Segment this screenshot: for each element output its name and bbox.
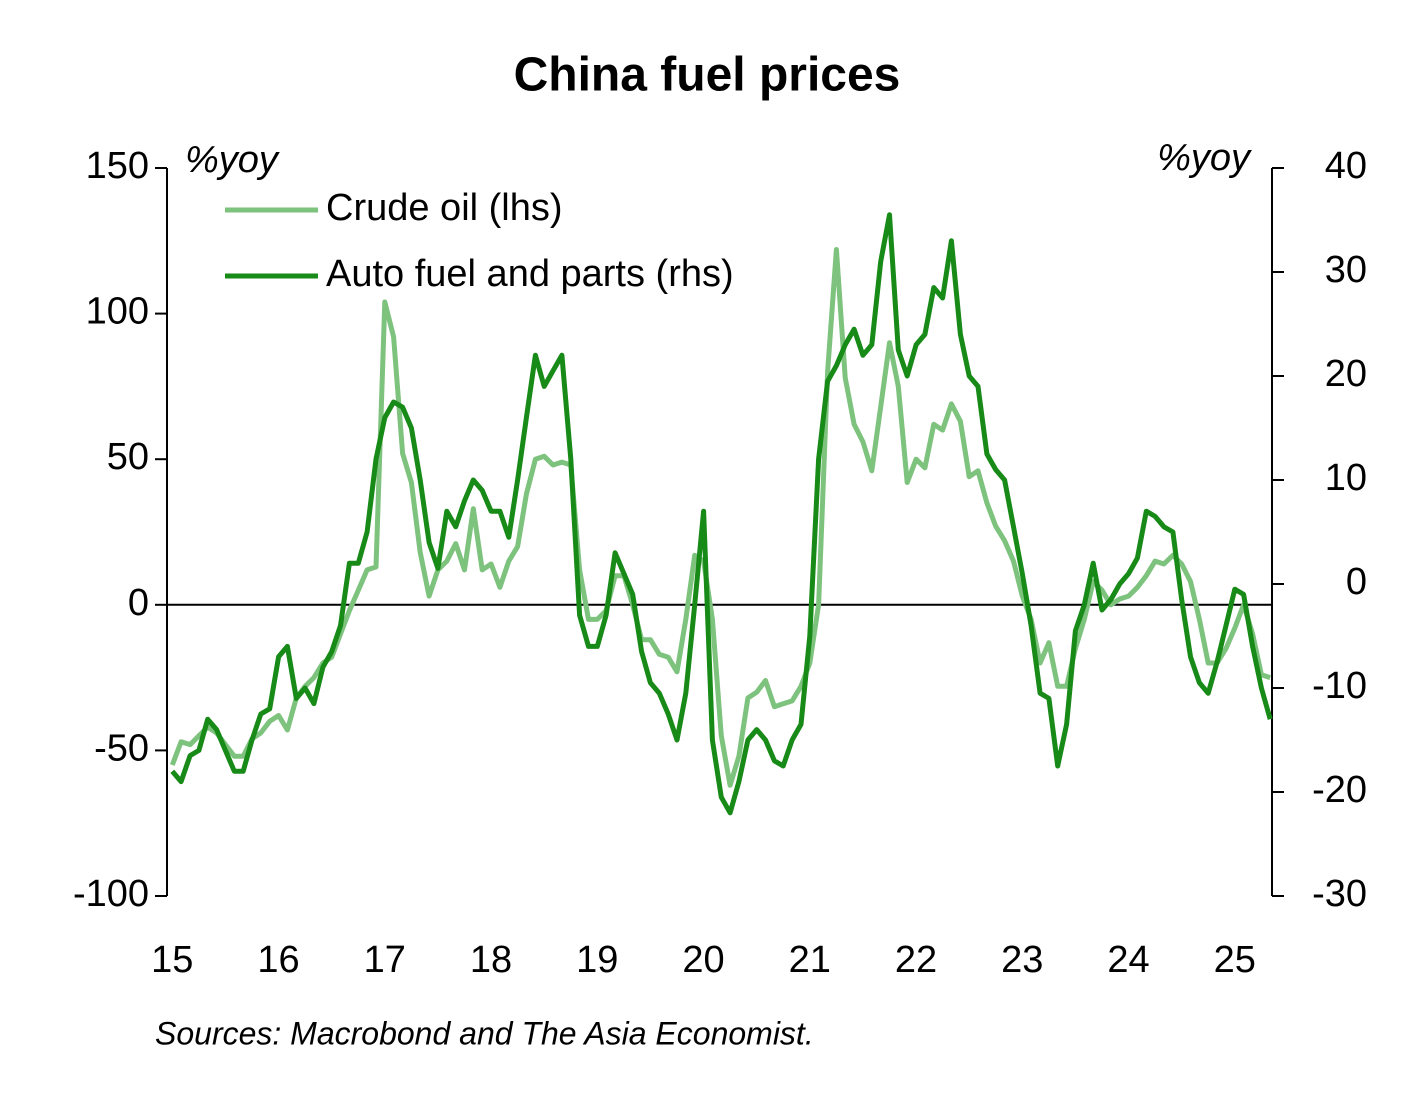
x-tick-label: 18 xyxy=(470,939,512,981)
y2-tick-label: 40 xyxy=(1325,145,1367,187)
legend-label: Crude oil (lhs) xyxy=(326,187,563,229)
y-axis-label: %yoy xyxy=(185,139,280,181)
y-tick-label: 0 xyxy=(128,582,149,624)
y2-axis-label: %yoy xyxy=(1157,137,1252,179)
x-tick-label: 24 xyxy=(1107,939,1149,981)
legend-label: Auto fuel and parts (rhs) xyxy=(326,253,734,295)
source-note: Sources: Macrobond and The Asia Economis… xyxy=(155,1015,814,1051)
x-tick-label: 16 xyxy=(257,939,299,981)
y2-tick-label: 20 xyxy=(1325,353,1367,395)
x-tick-label: 23 xyxy=(1001,939,1043,981)
x-tick-label: 19 xyxy=(576,939,618,981)
y2-tick-label: -10 xyxy=(1312,665,1367,707)
y-tick-label: 100 xyxy=(86,291,149,333)
y-tick-label: 150 xyxy=(86,145,149,187)
series-line xyxy=(170,212,1273,816)
y2-tick-label: -30 xyxy=(1312,873,1367,915)
x-tick-label: 22 xyxy=(895,939,937,981)
y-tick-label: -50 xyxy=(94,727,149,769)
x-tick-label: 17 xyxy=(364,939,406,981)
y2-tick-label: -20 xyxy=(1312,769,1367,811)
chart-title: China fuel prices xyxy=(514,49,901,102)
y-tick-label: 50 xyxy=(107,436,149,478)
y2-tick-label: 0 xyxy=(1346,561,1367,603)
x-tick-label: 15 xyxy=(151,939,193,981)
x-tick-label: 21 xyxy=(789,939,831,981)
series-line xyxy=(169,247,1271,788)
y2-tick-label: 30 xyxy=(1325,249,1367,291)
y-tick-label: -100 xyxy=(73,873,149,915)
y2-tick-label: 10 xyxy=(1325,457,1367,499)
x-tick-label: 20 xyxy=(682,939,724,981)
x-tick-label: 25 xyxy=(1214,939,1256,981)
